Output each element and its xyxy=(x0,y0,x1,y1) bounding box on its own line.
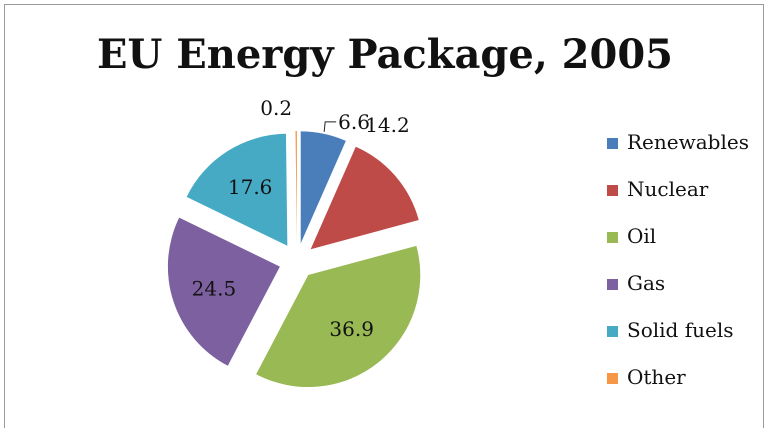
legend-swatch-gas xyxy=(607,279,618,290)
legend-item-solid-fuels: Solid fuels xyxy=(607,317,767,364)
legend-item-gas: Gas xyxy=(607,270,767,317)
legend-swatch-nuclear xyxy=(607,185,618,196)
data-label-renewables: 6.6 xyxy=(338,110,370,134)
legend-label-other: Other xyxy=(627,365,686,389)
data-label-gas: 24.5 xyxy=(192,276,237,300)
data-label-solid-fuels: 17.6 xyxy=(228,175,273,199)
slice-nuclear xyxy=(310,146,419,250)
chart-frame: EU Energy Package, 2005 6.6 14.2 36.9 24.5 1… xyxy=(4,4,764,428)
pie-labels: 6.614.2 36.9 24.5 17.6 0.2 xyxy=(192,96,410,341)
legend-label-nuclear: Nuclear xyxy=(627,177,709,201)
legend-swatch-renewables xyxy=(607,138,618,149)
slice-gas xyxy=(167,217,280,366)
data-label-other: 0.2 xyxy=(260,96,292,120)
chart-title: EU Energy Package, 2005 xyxy=(96,31,674,78)
legend: Renewables Nuclear Oil Gas Solid fuels O… xyxy=(607,129,767,411)
legend-item-nuclear: Nuclear xyxy=(607,176,767,223)
slice-oil xyxy=(256,245,421,388)
pie-slices xyxy=(167,131,421,388)
slice-solid-fuels xyxy=(186,133,288,246)
pie-chart: 6.614.2 36.9 24.5 17.6 0.2 xyxy=(167,96,421,388)
leader-line-renewables xyxy=(323,121,337,132)
slice-other xyxy=(295,131,297,244)
legend-label-oil: Oil xyxy=(627,224,657,248)
legend-item-oil: Oil xyxy=(607,223,767,270)
legend-item-other: Other xyxy=(607,364,767,411)
data-label-oil: 36.9 xyxy=(329,317,374,341)
legend-swatch-other xyxy=(607,373,618,384)
legend-swatch-oil xyxy=(607,232,618,243)
legend-label-renewables: Renewables xyxy=(627,130,749,154)
data-label-nuclear: 14.2 xyxy=(365,113,410,137)
legend-swatch-solid-fuels xyxy=(607,326,618,337)
legend-label-solid-fuels: Solid fuels xyxy=(627,318,734,342)
legend-label-gas: Gas xyxy=(627,271,666,295)
legend-item-renewables: Renewables xyxy=(607,129,767,176)
slice-renewables xyxy=(300,131,346,244)
